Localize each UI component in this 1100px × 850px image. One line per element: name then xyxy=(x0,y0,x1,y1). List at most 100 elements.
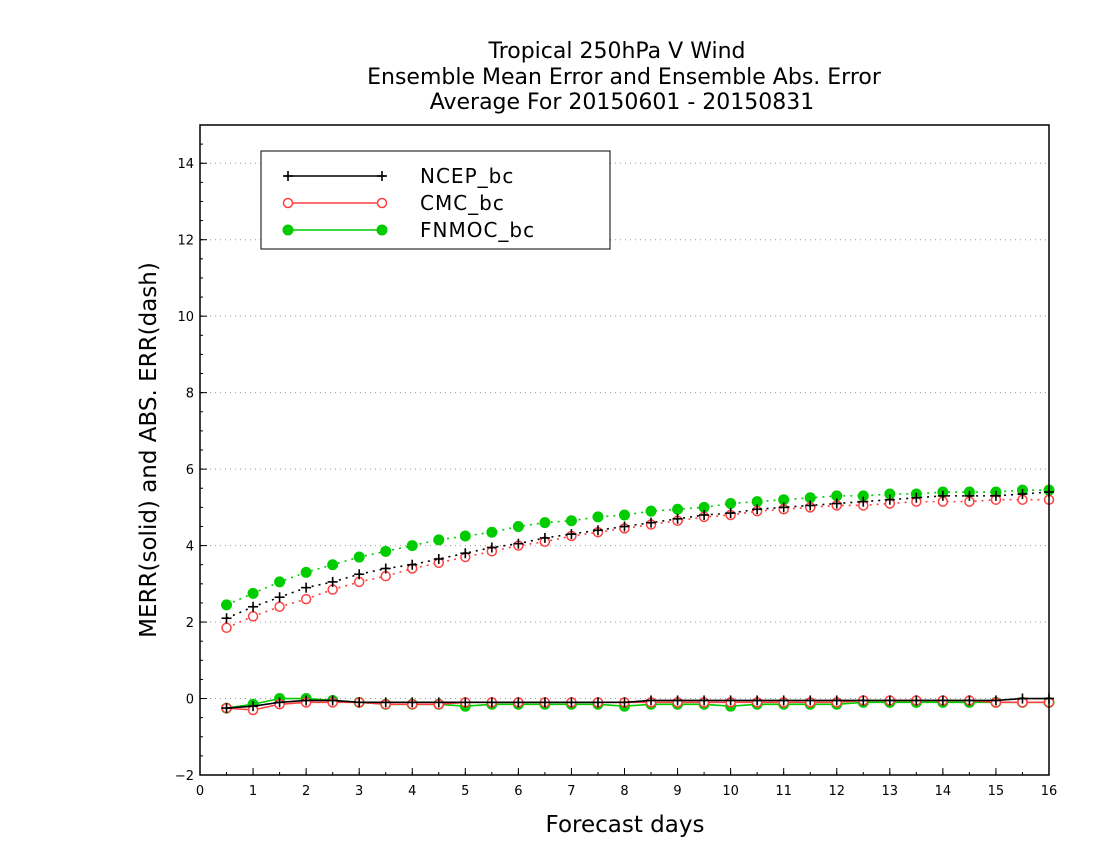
merr-point xyxy=(937,695,948,706)
abs-err-line-CMC_bc xyxy=(226,498,1049,629)
abs-err-point xyxy=(221,613,232,624)
abs-err-point xyxy=(433,553,444,564)
y-tick-label: 2 xyxy=(186,616,194,631)
abs-err-point xyxy=(274,576,286,588)
abs-err-point xyxy=(221,622,232,634)
merr-point xyxy=(274,697,285,708)
legend-label: FNMOC_bc xyxy=(420,218,535,242)
legend-entry-FNMOC_bc: FNMOC_bc xyxy=(282,218,535,242)
merr-point xyxy=(380,697,391,708)
abs-err-point xyxy=(380,545,392,557)
abs-err-point xyxy=(911,492,922,503)
merr-point xyxy=(354,697,365,708)
abs-err-point xyxy=(592,511,604,523)
abs-err-point xyxy=(301,582,312,593)
abs-err-line-FNMOC_bc xyxy=(226,489,1049,606)
merr-point xyxy=(778,695,789,706)
legend-marker xyxy=(283,171,293,181)
merr-point xyxy=(1017,693,1028,704)
merr-point xyxy=(433,697,444,708)
legend-box xyxy=(260,150,611,250)
abs-err-point xyxy=(539,532,550,543)
abs-err-point xyxy=(274,601,285,613)
merr-point xyxy=(592,697,603,708)
merr-point xyxy=(805,695,816,706)
merr-point xyxy=(619,697,630,708)
abs-err-point xyxy=(539,517,551,529)
y-axis: −2 0 2 4 6 8 10 12 14 xyxy=(175,124,207,784)
x-tick-label: 6 xyxy=(514,784,522,799)
legend-marker xyxy=(377,171,387,181)
merr-point xyxy=(646,695,657,706)
abs-err-point xyxy=(513,538,524,549)
x-tick-label: 0 xyxy=(196,784,204,799)
abs-err-point xyxy=(778,502,789,513)
y-axis-title: MERR(solid) and ABS. ERR(dash) xyxy=(136,262,162,638)
merr-point xyxy=(884,695,895,706)
abs-err-point xyxy=(327,559,339,571)
y-tick-label: 8 xyxy=(186,387,194,402)
abs-err-point xyxy=(406,540,418,552)
merr-point xyxy=(248,701,259,712)
abs-err-point xyxy=(486,526,498,538)
x-tick-label: 13 xyxy=(882,784,899,799)
abs-err-point xyxy=(990,490,1001,501)
abs-err-point xyxy=(247,587,259,599)
merr-point xyxy=(858,695,869,706)
abs-err-point xyxy=(327,576,338,587)
series-layer xyxy=(221,484,1055,716)
merr-point xyxy=(990,695,1001,706)
abs-err-point xyxy=(831,498,842,509)
merr-point xyxy=(752,695,763,706)
abs-err-point xyxy=(858,496,869,507)
merr-point xyxy=(460,697,471,708)
legend-marker xyxy=(282,224,294,236)
x-tick-label: 15 xyxy=(988,784,1005,799)
abs-err-point xyxy=(672,503,684,515)
legend-label: CMC_bc xyxy=(420,191,505,215)
merr-point xyxy=(301,695,312,706)
series-FNMOC_bc xyxy=(221,484,1055,714)
series-CMC_bc xyxy=(221,494,1055,716)
merr-point xyxy=(539,697,550,708)
abs-err-point xyxy=(937,490,948,501)
merr-line-NCEP_bc xyxy=(226,697,1049,709)
x-tick-label: 1 xyxy=(249,784,257,799)
abs-err-point xyxy=(248,601,259,612)
x-tick-label: 2 xyxy=(302,784,310,799)
abs-err-point xyxy=(354,569,365,580)
abs-err-point xyxy=(699,510,710,520)
abs-err-point xyxy=(725,498,737,510)
merr-point xyxy=(964,695,975,706)
abs-err-point xyxy=(805,500,816,511)
merr-point xyxy=(672,695,683,706)
legend-label: NCEP_bc xyxy=(420,164,514,188)
abs-err-point xyxy=(619,521,630,532)
merr-point xyxy=(221,703,232,714)
abs-err-point xyxy=(645,505,657,517)
merr-point xyxy=(725,695,736,706)
x-tick-label: 5 xyxy=(461,784,469,799)
legend-entry-CMC_bc: CMC_bc xyxy=(282,191,505,215)
x-tick-label: 14 xyxy=(935,784,952,799)
legend-entry-NCEP_bc: NCEP_bc xyxy=(283,164,514,188)
legend-marker xyxy=(376,224,388,236)
merr-point xyxy=(486,697,497,708)
legend-marker xyxy=(376,197,388,209)
abs-err-point xyxy=(221,599,233,611)
abs-err-point xyxy=(459,530,471,542)
x-tick-label: 16 xyxy=(1041,784,1058,799)
abs-err-point xyxy=(566,529,577,540)
abs-err-point xyxy=(646,517,657,528)
abs-err-point xyxy=(353,551,365,563)
abs-err-point xyxy=(300,566,312,578)
x-tick-label: 4 xyxy=(408,784,416,799)
x-tick-label: 9 xyxy=(673,784,681,799)
abs-err-line-NCEP_bc xyxy=(226,491,1050,619)
x-axis: 0 1 2 3 4 5 6 7 8 9 10 11 12 13 14 15 16 xyxy=(196,768,1057,799)
merr-point xyxy=(513,697,524,708)
x-tick-label: 10 xyxy=(722,784,739,799)
abs-err-point xyxy=(672,513,683,524)
legend: NCEP_bc CMC_bc FNMOC_bc xyxy=(260,150,611,250)
abs-err-point xyxy=(512,520,524,532)
